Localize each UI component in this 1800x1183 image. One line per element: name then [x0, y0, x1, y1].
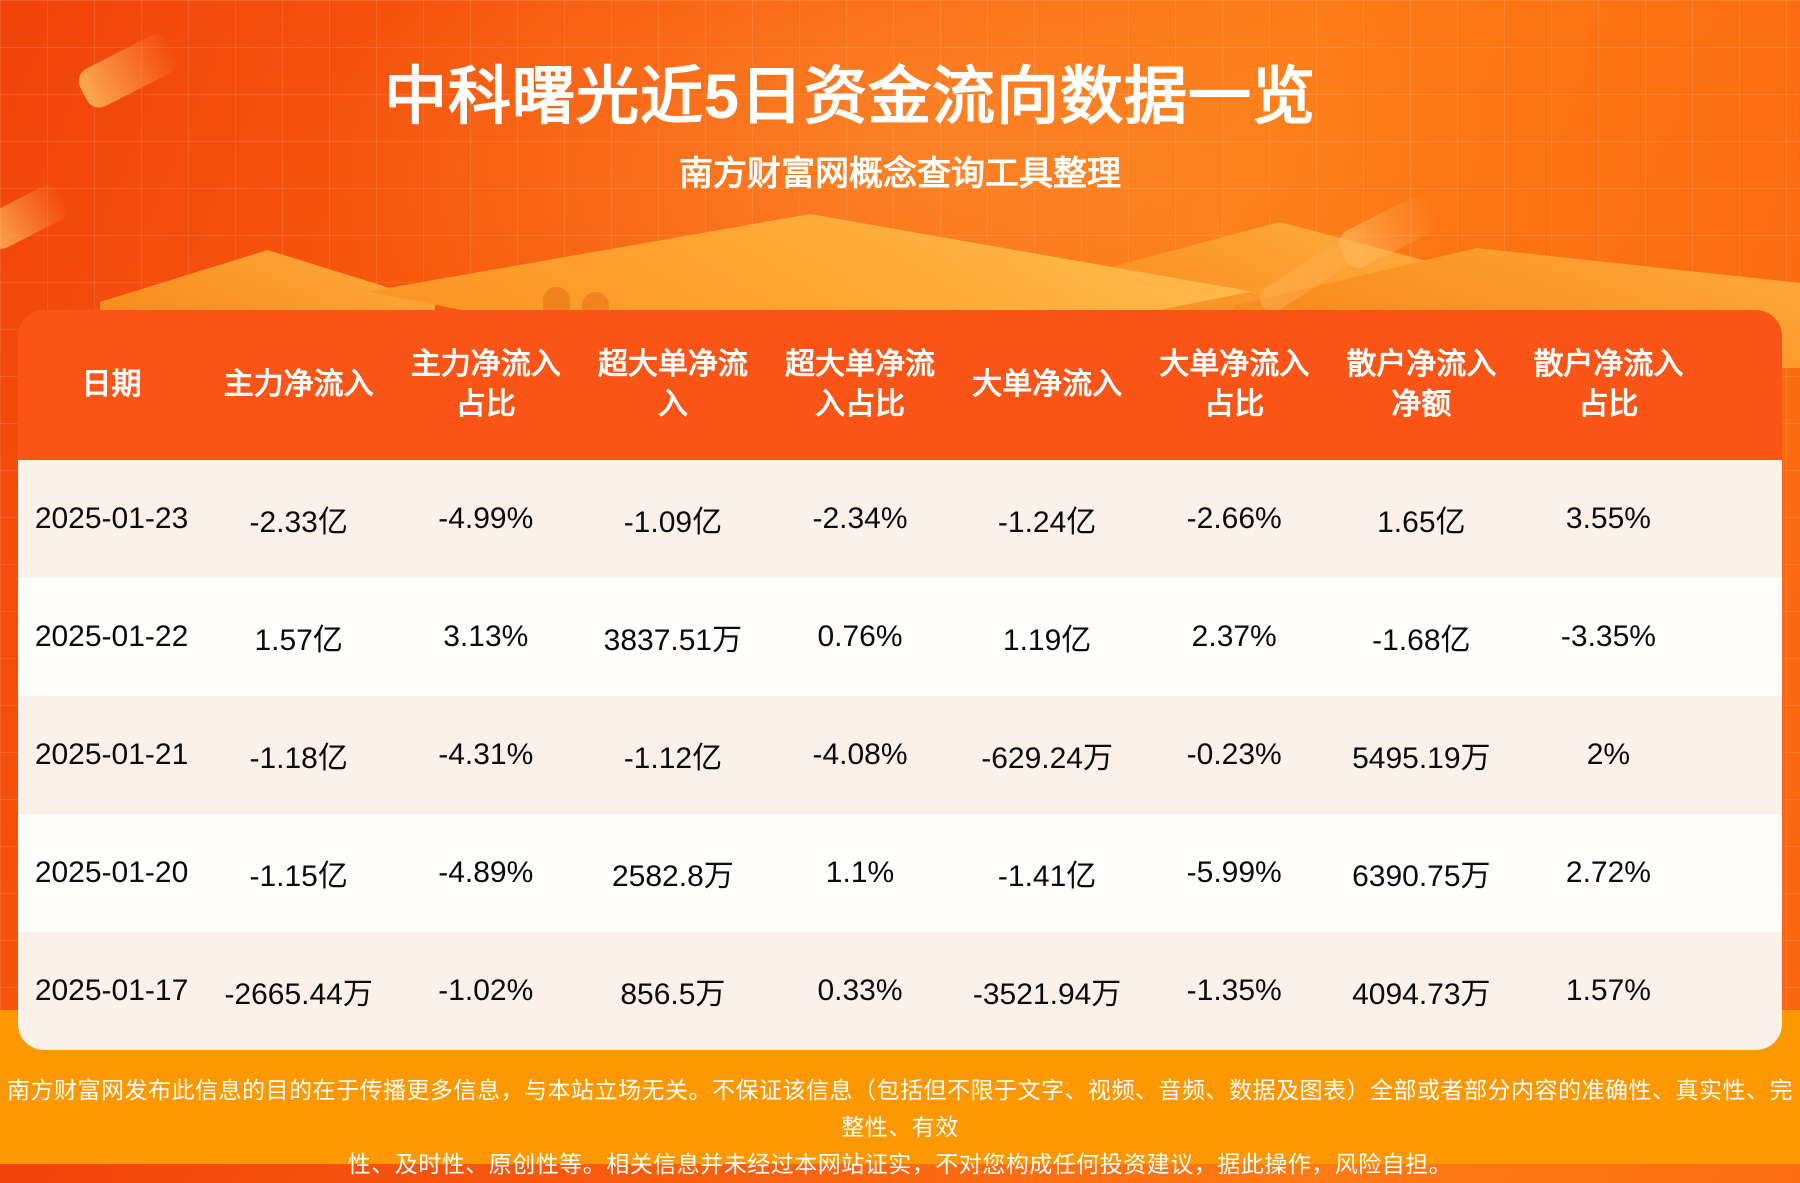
value-cell: -1.18亿: [249, 742, 348, 775]
value-cell: -629.24万: [981, 742, 1113, 775]
value-cell: -1.12亿: [623, 742, 723, 775]
value-cell: 2%: [1586, 738, 1631, 771]
value-cell: -1.02%: [438, 974, 534, 1007]
fund-flow-table: 日期 主力净流入 主力净流入占比 超大单净流入 超大单净流入占比 大单净流入 大单净流入占比…: [18, 310, 1782, 1050]
column-header-1: 主力净流入: [205, 365, 392, 406]
value-cell: 0.33%: [817, 974, 903, 1007]
table-body: 2025-01-23 -2.33亿 -4.99% -1.09亿 -2.34% -1.24亿…: [18, 460, 1782, 1050]
date-cell: 2025-01-17: [34, 974, 189, 1007]
column-header-label: 主力净流入占比: [410, 347, 561, 422]
page-title: 中科曙光近5日资金流向数据一览: [383, 62, 1317, 132]
value-cell: 3.13%: [443, 620, 529, 653]
value-cell: 1.57亿: [254, 624, 343, 657]
value-cell: -3521.94万: [972, 978, 1122, 1011]
value-cell: 3.55%: [1565, 502, 1651, 535]
column-header-0: 日期: [18, 365, 205, 406]
value-cell: 0.76%: [817, 620, 903, 653]
column-header-2: 主力净流入占比: [392, 345, 579, 426]
value-cell: -1.24亿: [997, 506, 1097, 539]
column-header-label: 大单净流入占比: [1159, 347, 1310, 422]
value-cell: -1.15亿: [249, 860, 348, 893]
column-header-6: 大单净流入占比: [1141, 345, 1328, 426]
value-cell: -1.68亿: [1372, 624, 1471, 657]
value-cell: -5.99%: [1186, 856, 1282, 889]
value-cell: 2.72%: [1565, 856, 1651, 889]
value-cell: -4.08%: [812, 738, 908, 771]
value-cell: 3837.51万: [603, 624, 743, 657]
table-row-2025-01-22: 2025-01-22 1.57亿 3.13% 3837.51万 0.76% 1.19亿 2.…: [18, 578, 1782, 696]
value-cell: -1.35%: [1186, 974, 1282, 1007]
value-cell: -0.23%: [1186, 738, 1282, 771]
value-cell: -2.34%: [812, 502, 908, 535]
disclaimer: 南方财富网发布此信息的目的在于传播更多信息，与本站立场无关。不保证该信息（包括但…: [0, 1072, 1800, 1183]
value-cell: -2.33亿: [249, 506, 348, 539]
podium-arch-decoration: [543, 287, 570, 310]
value-cell: 1.19亿: [1002, 624, 1092, 657]
date-cell: 2025-01-20: [34, 856, 189, 889]
disclaimer-line-2: 性、及时性、原创性等。相关信息并未经过本网站证实，不对您构成任何投资建议，据此操…: [347, 1151, 1453, 1177]
disclaimer-line-1: 南方财富网发布此信息的目的在于传播更多信息，与本站立场无关。不保证该信息（包括但…: [7, 1077, 1793, 1140]
value-cell: 856.5万: [620, 978, 726, 1011]
date-cell: 2025-01-21: [34, 738, 189, 771]
table-header-row: 日期 主力净流入 主力净流入占比 超大单净流入 超大单净流入占比 大单净流入 大单净流入占比…: [18, 310, 1782, 460]
column-header-8: 散户净流入占比: [1515, 345, 1702, 426]
column-header-label: 日期: [81, 367, 142, 401]
value-cell: 1.65亿: [1377, 506, 1466, 539]
value-cell: 6390.75万: [1352, 860, 1491, 893]
value-cell: -3.35%: [1560, 620, 1656, 653]
value-cell: 1.1%: [825, 856, 895, 889]
value-cell: -1.09亿: [623, 506, 723, 539]
glint-decoration: [1334, 191, 1442, 273]
podium-arch-decoration: [582, 292, 609, 310]
value-cell: 2582.8万: [612, 860, 734, 893]
column-header-label: 散户净流入净额: [1346, 347, 1497, 422]
value-cell: 2.37%: [1191, 620, 1277, 653]
table-row-2025-01-17: 2025-01-17 -2665.44万 -1.02% 856.5万 0.33% -352…: [18, 932, 1782, 1050]
column-header-label: 散户净流入占比: [1533, 347, 1684, 422]
value-cell: -4.89%: [438, 856, 534, 889]
column-header-label: 超大单净流入: [597, 347, 748, 422]
column-header-label: 大单净流入: [972, 367, 1123, 401]
value-cell: 1.57%: [1565, 974, 1651, 1007]
column-header-label: 主力净流入: [223, 367, 374, 401]
value-cell: -4.99%: [438, 502, 534, 535]
table-row-2025-01-23: 2025-01-23 -2.33亿 -4.99% -1.09亿 -2.34% -1.24亿…: [18, 460, 1782, 578]
date-cell: 2025-01-23: [34, 502, 189, 535]
column-header-3: 超大单净流入: [579, 345, 766, 426]
column-header-4: 超大单净流入占比: [766, 345, 953, 426]
value-cell: -2665.44万: [224, 978, 373, 1011]
date-cell: 2025-01-22: [34, 620, 189, 653]
column-header-7: 散户净流入净额: [1328, 345, 1515, 426]
table-row-2025-01-21: 2025-01-21 -1.18亿 -4.31% -1.12亿 -4.08% -629.2…: [18, 696, 1782, 814]
glint-decoration: [1255, 213, 1395, 317]
column-header-label: 超大单净流入占比: [784, 347, 935, 422]
value-cell: -1.41亿: [997, 860, 1097, 893]
value-cell: -2.66%: [1186, 502, 1282, 535]
page-subtitle: 南方财富网概念查询工具整理: [679, 155, 1121, 193]
value-cell: -4.31%: [438, 738, 534, 771]
column-header-5: 大单净流入: [954, 365, 1141, 406]
table-row-2025-01-20: 2025-01-20 -1.15亿 -4.89% 2582.8万 1.1% -1.41亿 -…: [18, 814, 1782, 932]
value-cell: 5495.19万: [1352, 742, 1491, 775]
value-cell: 4094.73万: [1352, 978, 1491, 1011]
